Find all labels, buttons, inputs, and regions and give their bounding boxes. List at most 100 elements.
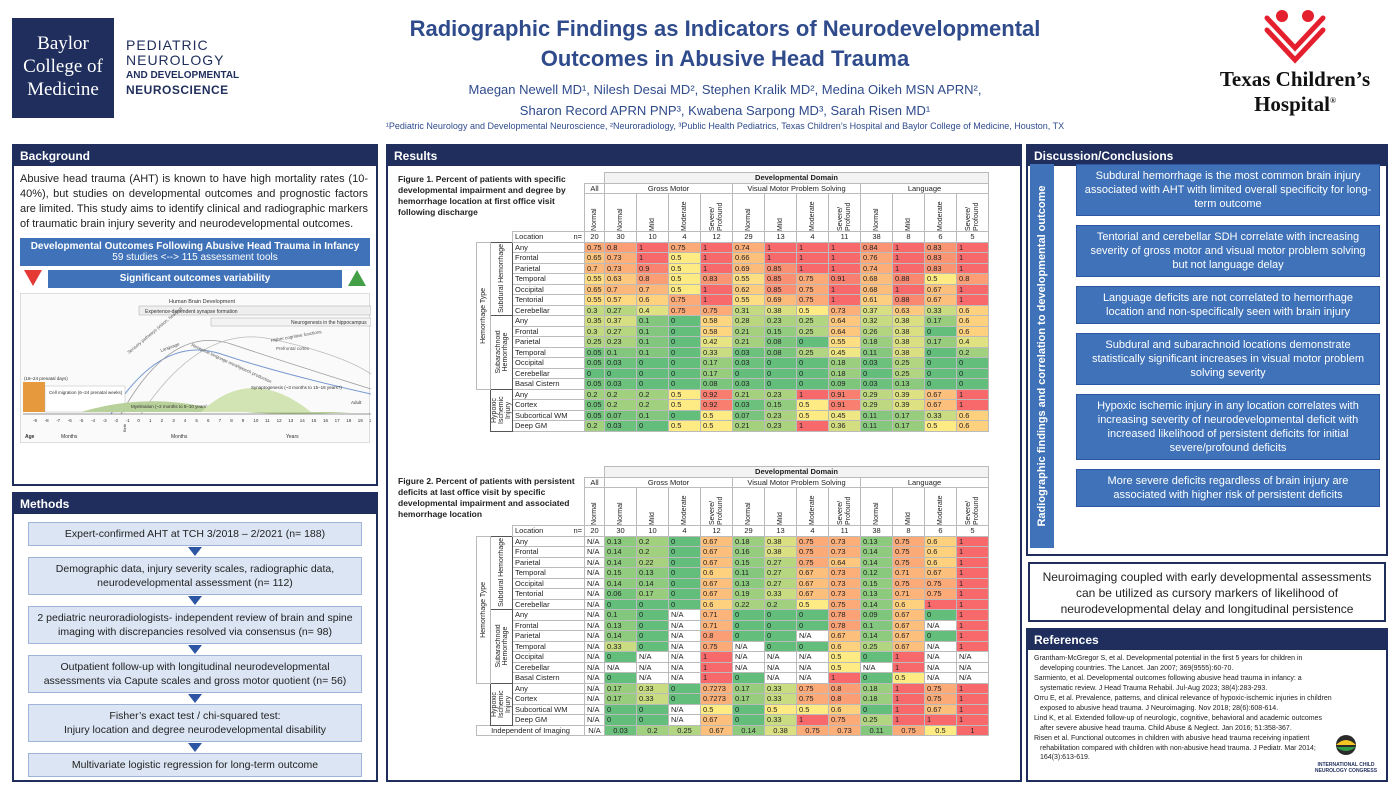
value-cell: 0 bbox=[584, 367, 605, 379]
column-header: Severe/ Profound bbox=[700, 193, 733, 232]
domain-header: Developmental Domain bbox=[604, 172, 989, 184]
value-cell: N/A bbox=[764, 661, 797, 673]
value-cell: 0.21 bbox=[732, 325, 765, 337]
value-cell: 0.73 bbox=[604, 262, 637, 274]
discussion-item: Subdural and subarachnoid locations demo… bbox=[1076, 333, 1380, 385]
synaptogenesis-label: Synaptogenesis (~3 months to 15–18 years… bbox=[251, 385, 342, 390]
value-cell: 0.5 bbox=[828, 651, 861, 663]
value-cell: 0.67 bbox=[796, 567, 829, 579]
column-header: Normal bbox=[604, 193, 637, 232]
value-cell: 0.03 bbox=[732, 378, 765, 390]
value-cell: 0.17 bbox=[636, 588, 669, 600]
value-cell: 0.22 bbox=[636, 556, 669, 568]
column-header-label: Severe/ Profound bbox=[836, 202, 852, 231]
results-panel: Results Figure 1. Percent of patients wi… bbox=[386, 144, 1022, 782]
value-cell: 0.1 bbox=[604, 346, 637, 358]
value-cell: 0.55 bbox=[584, 273, 605, 285]
value-cell: 0.03 bbox=[860, 357, 893, 369]
method-step: Expert-confirmed AHT at TCH 3/2018 – 2/2… bbox=[28, 522, 362, 556]
axis-tick-label: 13 bbox=[288, 418, 294, 423]
axis-tick-label: -8 bbox=[45, 418, 49, 423]
value-cell: N/A bbox=[584, 535, 605, 547]
value-cell: 0.5 bbox=[668, 388, 701, 400]
location-cell: Subcortical WM bbox=[512, 409, 585, 421]
value-cell: 1 bbox=[892, 703, 925, 715]
value-cell: 0.75 bbox=[924, 588, 957, 600]
value-cell: 0.67 bbox=[700, 556, 733, 568]
value-cell: N/A bbox=[668, 651, 701, 663]
n-cell: 11 bbox=[828, 525, 861, 537]
location-cell: Occipital bbox=[512, 651, 585, 663]
value-cell: 0 bbox=[764, 609, 797, 621]
value-cell: 0.75 bbox=[796, 283, 829, 295]
congress-line: INTERNATIONAL CHILD bbox=[1317, 762, 1375, 768]
value-cell: 1 bbox=[956, 640, 989, 652]
references-panel: References Grantham-McGregor S, et al. D… bbox=[1026, 628, 1388, 782]
value-cell: 0.71 bbox=[700, 619, 733, 631]
value-cell: 0.71 bbox=[892, 588, 925, 600]
value-cell: 0.21 bbox=[732, 420, 765, 432]
location-cell: Parietal bbox=[512, 262, 585, 274]
value-cell: 0.09 bbox=[860, 609, 893, 621]
column-header: Severe/ Profound bbox=[828, 487, 861, 526]
value-cell: 0.07 bbox=[604, 409, 637, 421]
section-label: Hypoxic Ischemic Injury bbox=[490, 682, 513, 726]
months-label: Months bbox=[171, 434, 188, 440]
dept-line: PEDIATRIC bbox=[126, 37, 209, 53]
value-cell: 0.6 bbox=[924, 556, 957, 568]
background-panel: Background Abusive head trauma (AHT) is … bbox=[12, 144, 378, 486]
column-header: Normal bbox=[860, 487, 893, 526]
value-cell: N/A bbox=[584, 598, 605, 610]
value-cell: 0 bbox=[956, 367, 989, 379]
section-label-text: Subarachnoid Hemorrhage bbox=[494, 330, 509, 374]
axis-tick-label: 17 bbox=[335, 418, 341, 423]
value-cell: 0 bbox=[924, 325, 957, 337]
value-cell: 0 bbox=[636, 378, 669, 390]
dept-line: NEUROSCIENCE bbox=[126, 83, 229, 97]
value-cell: 0.91 bbox=[828, 273, 861, 285]
value-cell: 0 bbox=[860, 651, 893, 663]
value-cell: 0.58 bbox=[700, 315, 733, 327]
value-cell: 0.14 bbox=[636, 577, 669, 589]
value-cell: 0.84 bbox=[860, 241, 893, 253]
value-cell: 1 bbox=[796, 252, 829, 264]
group-header: Visual Motor Problem Solving bbox=[732, 476, 861, 488]
n-cell: 38 bbox=[860, 231, 893, 243]
value-cell: 1 bbox=[764, 252, 797, 264]
value-cell: 1 bbox=[636, 252, 669, 264]
value-cell: 0.67 bbox=[700, 535, 733, 547]
value-cell: 0.9 bbox=[636, 262, 669, 274]
location-cell: Frontal bbox=[512, 619, 585, 631]
value-cell: 0.13 bbox=[732, 577, 765, 589]
reference-item: Risen et al. Functional outcomes in chil… bbox=[1034, 735, 1316, 761]
value-cell: 0.65 bbox=[584, 252, 605, 264]
value-cell: 0.23 bbox=[764, 420, 797, 432]
authors-line: Sharon Record APRN PNP³, Kwabena Sarpong… bbox=[519, 103, 931, 118]
table-cell bbox=[477, 683, 491, 725]
column-header-label: Moderate bbox=[936, 495, 944, 525]
figure1-text: Percent of patients with specific develo… bbox=[398, 174, 566, 217]
value-cell: 1 bbox=[956, 619, 989, 631]
location-cell: Frontal bbox=[512, 252, 585, 264]
value-cell: 0.6 bbox=[636, 294, 669, 306]
figure2-caption: Figure 2. Percent of patients with persi… bbox=[398, 476, 583, 520]
value-cell: 0.6 bbox=[924, 546, 957, 558]
method-step: Fisher’s exact test / chi-squared test: … bbox=[28, 704, 362, 752]
value-cell: 0.66 bbox=[732, 252, 765, 264]
method-step: Demographic data, injury severity scales… bbox=[28, 557, 362, 605]
value-cell: 0.7273 bbox=[700, 682, 733, 694]
value-cell: 1 bbox=[892, 682, 925, 694]
value-cell: 0.28 bbox=[732, 315, 765, 327]
location-cell: Basal Cistern bbox=[512, 672, 585, 684]
value-cell: 0.75 bbox=[828, 598, 861, 610]
value-cell: N/A bbox=[584, 588, 605, 600]
value-cell: 0.88 bbox=[892, 294, 925, 306]
value-cell: 0.92 bbox=[700, 388, 733, 400]
value-cell: 0.85 bbox=[764, 273, 797, 285]
value-cell: 0.67 bbox=[796, 577, 829, 589]
value-cell: 0.75 bbox=[668, 294, 701, 306]
location-cell: Any bbox=[512, 388, 585, 400]
value-cell: 0.29 bbox=[860, 399, 893, 411]
value-cell: N/A bbox=[668, 661, 701, 673]
discussion-heading: Discussion/Conclusions bbox=[1028, 146, 1386, 166]
